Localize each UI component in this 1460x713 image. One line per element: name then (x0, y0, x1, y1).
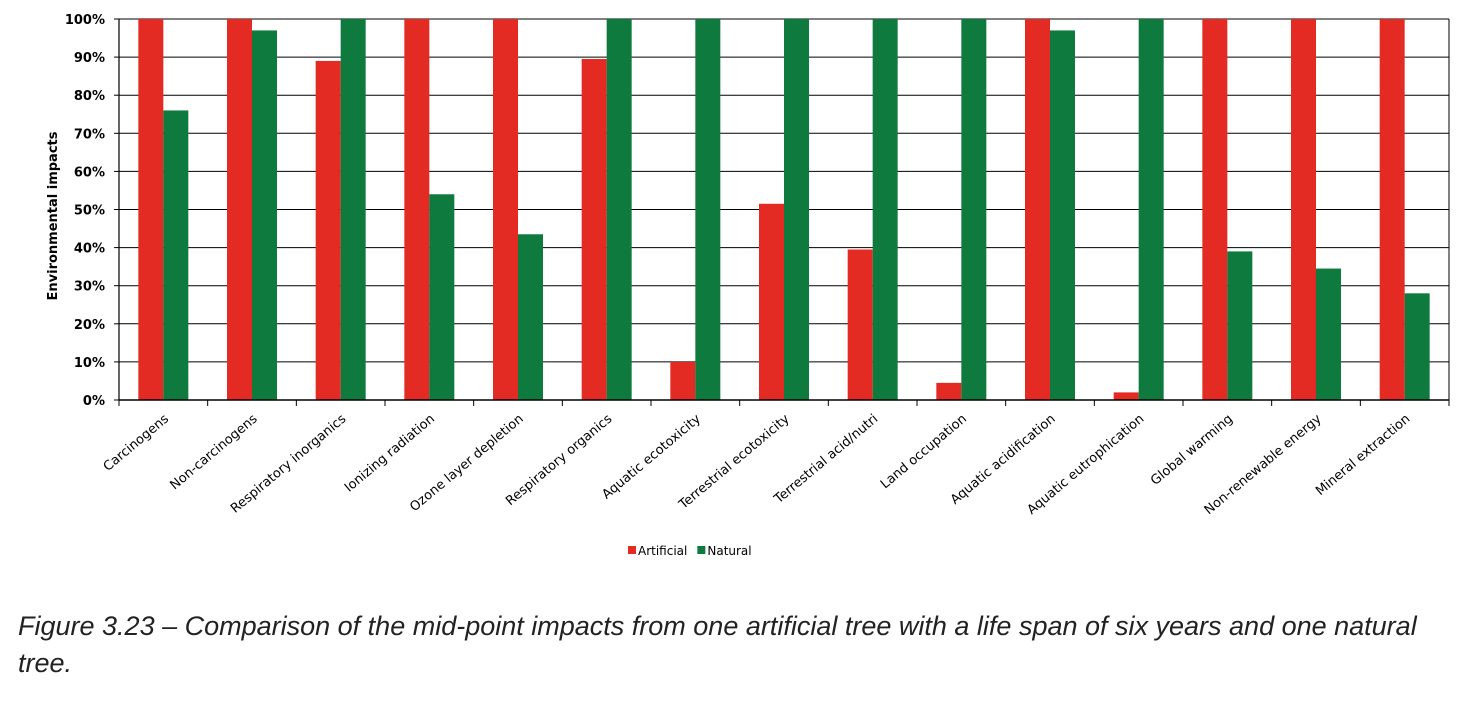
x-tick-label: Carcinogens (101, 411, 172, 474)
legend: Artificial Natural (628, 544, 752, 558)
bar-artificial-7 (759, 203, 784, 400)
bar-natural-9 (961, 19, 987, 400)
bar-natural-8 (872, 19, 898, 400)
bar-artificial-1 (227, 19, 252, 400)
x-tick-label: Ionizing radiation (342, 412, 438, 496)
bar-artificial-2 (315, 60, 341, 400)
legend-swatch-natural (697, 546, 706, 554)
y-tick-label: 10% (74, 356, 105, 371)
bar-artificial-5 (581, 59, 607, 400)
y-tick-label: 90% (74, 51, 105, 66)
x-tick-label: Mineral extraction (1313, 412, 1413, 499)
bar-artificial-11 (1113, 392, 1139, 400)
bar-artificial-9 (936, 382, 962, 400)
bar-artificial-12 (1202, 19, 1228, 400)
bar-natural-11 (1138, 19, 1164, 400)
bar-natural-12 (1227, 251, 1253, 400)
x-tick-label: Global warming (1148, 412, 1236, 489)
y-axis-label: Environmental impacts (46, 131, 61, 300)
y-tick-label: 0% (83, 394, 105, 409)
bar-chart: 0% 10% 20% 30% 40% 50% 60% 70% 80% 90% 100% Carcin… (46, 13, 1450, 558)
bar-artificial-0 (138, 19, 164, 400)
bar-artificial-6 (670, 361, 696, 400)
y-tick-label: 70% (74, 127, 105, 142)
y-tick-label: 60% (74, 165, 105, 180)
x-tick-label: Non-carcinogens (167, 411, 260, 493)
bar-natural-2 (340, 19, 366, 400)
bar-artificial-3 (404, 19, 430, 400)
bar-natural-0 (163, 110, 189, 400)
y-tick-label: 20% (74, 318, 105, 333)
axes (118, 19, 1450, 406)
bar-natural-14 (1404, 293, 1430, 400)
figure-caption: Figure 3.23 – Comparison of the mid-poin… (18, 611, 1417, 678)
bar-natural-3 (429, 194, 455, 400)
bar-natural-6 (695, 19, 721, 400)
bar-artificial-8 (847, 249, 873, 400)
bar-natural-7 (784, 19, 809, 400)
bars (138, 19, 1430, 401)
bar-artificial-14 (1379, 19, 1405, 400)
bar-artificial-10 (1025, 19, 1050, 400)
bar-natural-1 (252, 30, 277, 401)
bar-natural-5 (606, 19, 632, 400)
legend-label-natural: Natural (707, 544, 751, 558)
bar-artificial-13 (1291, 19, 1316, 400)
bar-artificial-4 (493, 19, 518, 400)
bar-natural-4 (518, 234, 543, 400)
y-tick-label: 40% (74, 242, 105, 257)
legend-label-artificial: Artificial (638, 544, 687, 558)
x-tick-label: Land occupation (878, 412, 970, 493)
bar-natural-10 (1050, 30, 1075, 401)
y-tick-label: 50% (74, 204, 105, 219)
y-tick-labels: 0% 10% 20% 30% 40% 50% 60% 70% 80% 90% 100% (65, 13, 105, 409)
y-tick-label: 80% (74, 89, 105, 104)
y-tick-label: 100% (65, 13, 105, 28)
x-tick-label: Aquatic ecotoxicity (599, 411, 704, 502)
bar-natural-13 (1316, 268, 1341, 400)
legend-swatch-artificial (628, 546, 636, 554)
y-tick-label: 30% (74, 280, 105, 295)
